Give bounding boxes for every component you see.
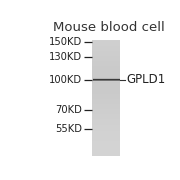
Text: GPLD1: GPLD1 xyxy=(126,73,166,86)
Text: 55KD: 55KD xyxy=(55,124,82,134)
Text: 100KD: 100KD xyxy=(49,75,82,85)
Text: Mouse blood cell: Mouse blood cell xyxy=(53,21,165,34)
Text: 70KD: 70KD xyxy=(55,105,82,115)
Text: 130KD: 130KD xyxy=(49,52,82,62)
Text: 150KD: 150KD xyxy=(49,37,82,47)
